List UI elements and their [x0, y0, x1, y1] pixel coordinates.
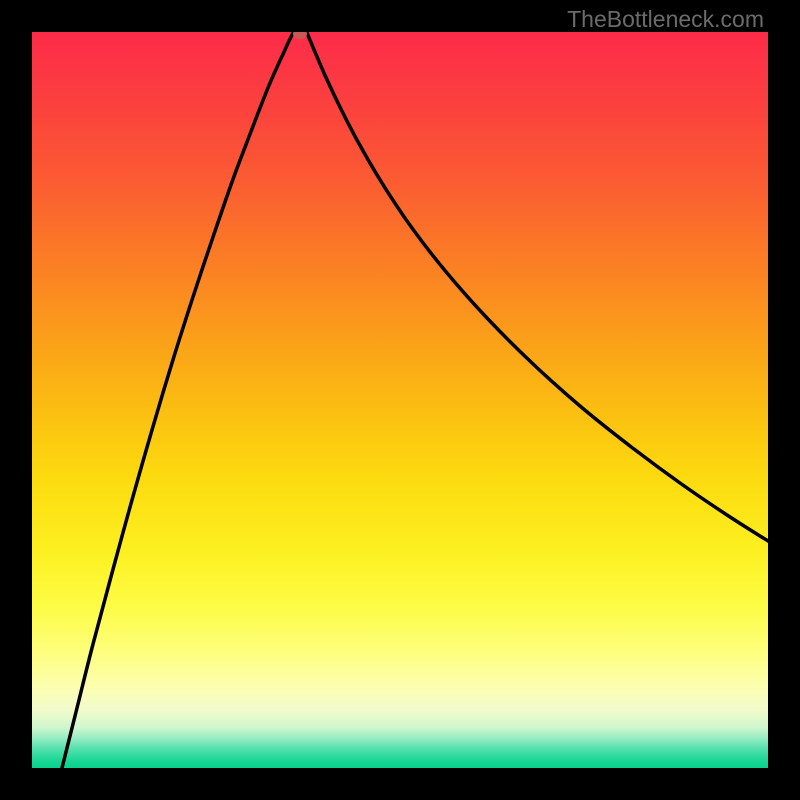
frame-bottom: [0, 768, 800, 800]
bottleneck-chart: [32, 32, 768, 768]
chart-area: [32, 32, 768, 768]
watermark-text: TheBottleneck.com: [567, 6, 764, 33]
gradient-background: [32, 32, 768, 768]
frame-left: [0, 0, 32, 800]
frame-right: [768, 0, 800, 800]
